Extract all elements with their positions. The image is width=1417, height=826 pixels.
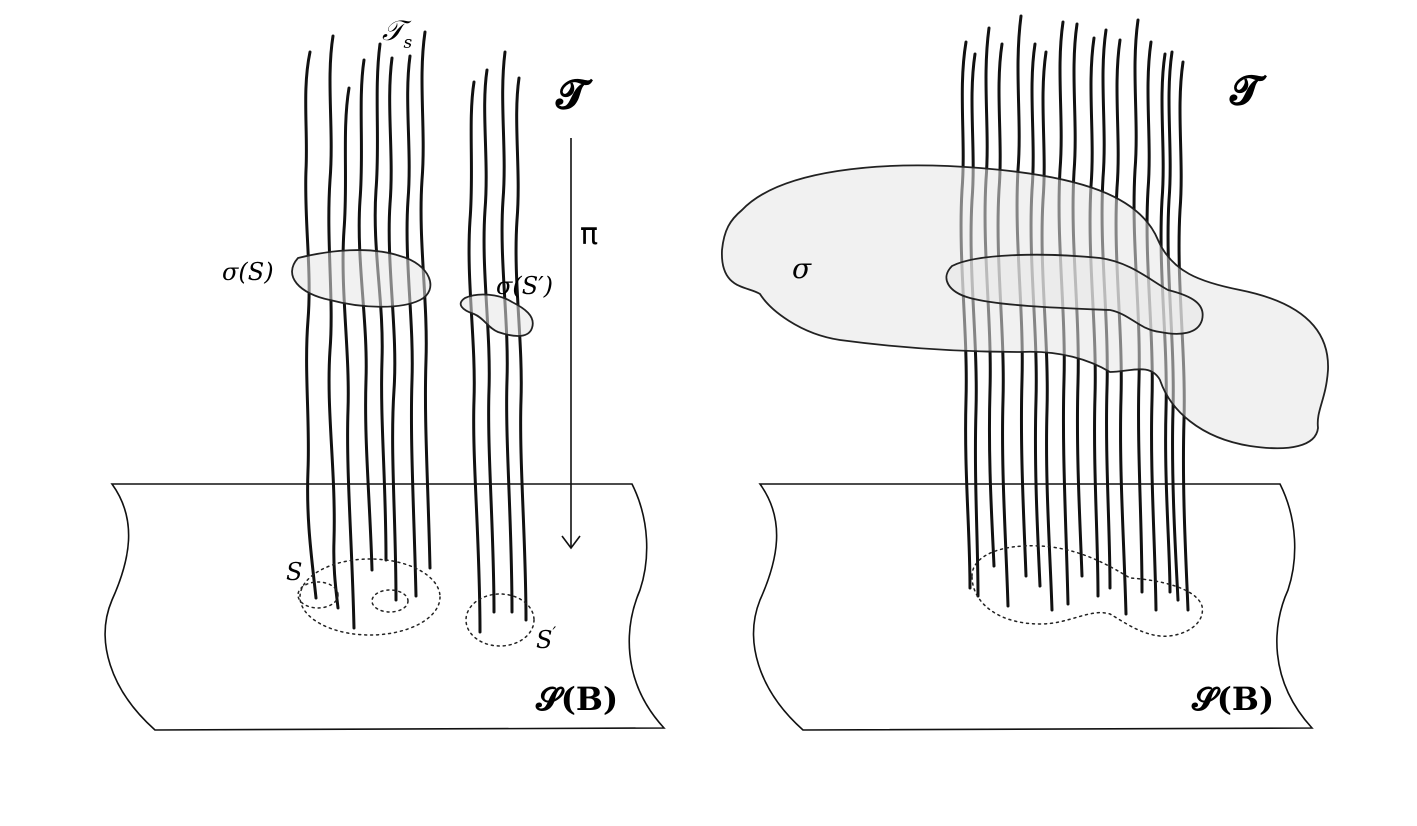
left-fiber-group-label: 𝒯s [382, 14, 412, 53]
left-panel: 𝒯s 𝓣 π σ(S) σ(S′) S S′ 𝓢(𝐁) [104, 14, 666, 731]
right-total-space-label: 𝓣 [1229, 67, 1268, 114]
left-base-surface [104, 483, 666, 731]
open-set-S-prime-label: S′ [536, 623, 556, 654]
left-total-space-label: 𝓣 [555, 71, 594, 118]
left-section-sigma-S-prime [459, 293, 534, 337]
right-local-section-overlap [945, 253, 1204, 335]
right-open-set [971, 545, 1204, 637]
projection-label: π [580, 217, 598, 252]
right-base-surface [752, 483, 1314, 731]
projection-arrow [561, 138, 581, 550]
left-open-sets [297, 558, 535, 647]
left-section-label-S: σ(S) [222, 258, 274, 286]
left-section-label-S-prime: σ(S′) [496, 272, 553, 300]
right-panel: 𝓣 σ 𝓢(𝐁) [721, 14, 1329, 731]
open-set-S-label: S [286, 558, 302, 586]
left-fiber-bundle-S-prime [467, 50, 528, 634]
right-section-label: σ [792, 252, 812, 285]
right-global-section-sigma [721, 164, 1329, 450]
right-base-label: 𝓢(𝐁) [1191, 680, 1274, 718]
left-base-label: 𝓢(𝐁) [535, 680, 618, 718]
left-section-sigma-S [291, 249, 432, 308]
left-fiber-bundle-S [304, 30, 432, 630]
